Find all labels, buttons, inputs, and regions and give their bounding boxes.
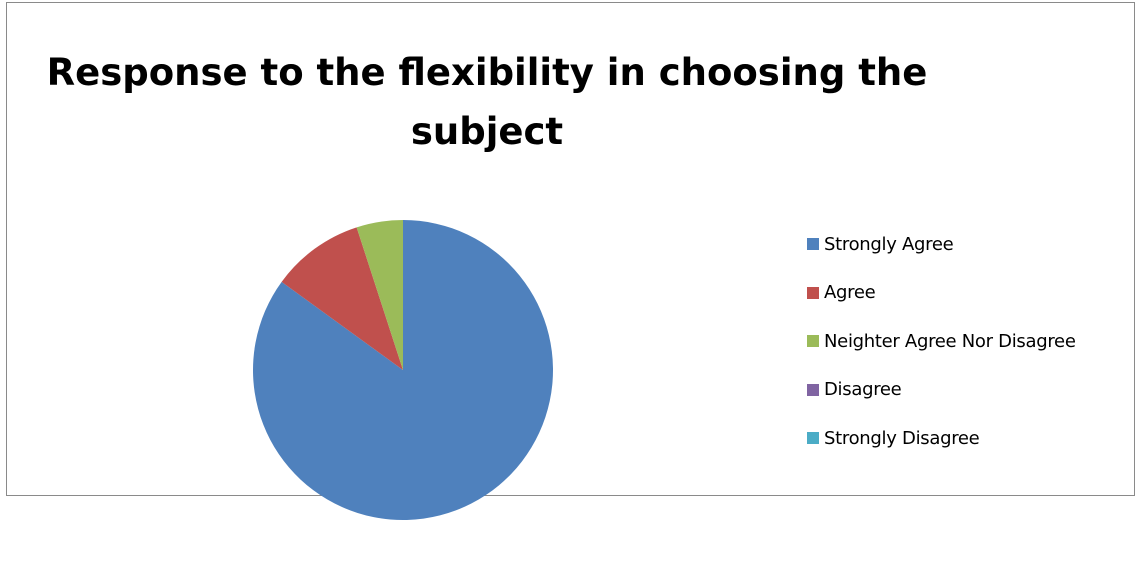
pie-chart [253,220,554,520]
chart-frame: Response to the flexibility in choosing … [6,2,1135,520]
chart-title-line-2: subject [410,110,564,153]
legend-item: Strongly Agree [807,220,1076,269]
chart-legend: Strongly Agree Agree Neighter Agree Nor Di… [807,220,1076,463]
chart-title: Response to the flexibility in choosing … [7,43,967,161]
pie-slice-strongly-agree [253,220,554,520]
chart-title-line-1: Response to the flexibility in choosing … [46,51,928,94]
legend-item: Strongly Disagree [807,414,1076,463]
legend-label: Neighter Agree Nor Disagree [824,330,1076,352]
pie-slice-agree [281,227,403,370]
legend-swatch [807,238,819,251]
legend-swatch [807,432,819,445]
legend-swatch [807,286,819,299]
legend-label: Agree [824,282,876,304]
legend-label: Disagree [824,379,902,401]
legend-item: Disagree [807,366,1076,415]
legend-swatch [807,335,819,348]
legend-swatch [807,383,819,396]
legend-item: Neighter Agree Nor Disagree [807,317,1076,366]
legend-item: Agree [807,269,1076,318]
legend-label: Strongly Agree [824,233,954,255]
pie-slice-neighter-agree-nor-disagree [356,220,403,370]
legend-label: Strongly Disagree [824,427,980,449]
